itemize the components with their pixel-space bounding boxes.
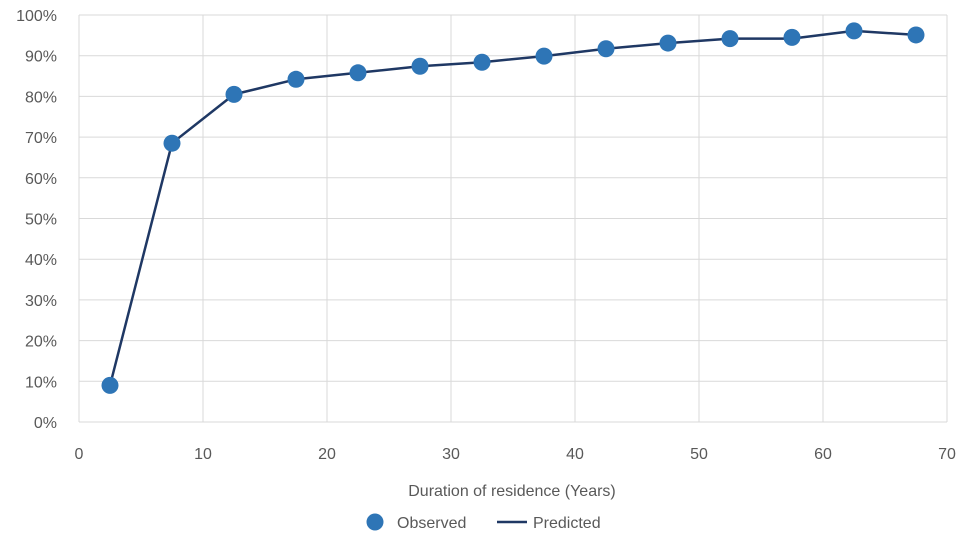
legend-observed-label: Observed <box>397 515 466 532</box>
legend-predicted-label: Predicted <box>533 515 601 532</box>
y-tick-label: 60% <box>25 171 57 188</box>
gridlines <box>78 14 948 423</box>
x-tick-label: 60 <box>814 446 832 463</box>
observed-point <box>349 64 367 82</box>
x-tick-label: 40 <box>566 446 584 463</box>
predicted-line <box>108 29 917 386</box>
y-tick-label: 100% <box>16 8 57 25</box>
y-tick-label: 20% <box>25 334 57 351</box>
x-tick-label: 20 <box>318 446 336 463</box>
series-predicted <box>108 29 917 386</box>
observed-point <box>845 22 863 40</box>
observed-point <box>411 57 429 75</box>
x-tick-label: 0 <box>75 446 84 463</box>
y-tick-label: 10% <box>25 374 57 391</box>
observed-point <box>907 26 925 44</box>
legend-observed-marker <box>366 513 384 531</box>
x-tick-label: 10 <box>194 446 212 463</box>
x-tick-label: 30 <box>442 446 460 463</box>
y-tick-label: 0% <box>34 415 57 432</box>
legend: Observed Predicted <box>366 513 601 532</box>
series-observed <box>101 22 925 394</box>
observed-point <box>473 53 491 71</box>
x-tick-label: 50 <box>690 446 708 463</box>
observed-point <box>721 30 739 48</box>
x-axis-ticks: 0 10 20 30 40 50 60 70 <box>75 446 956 463</box>
y-tick-label: 30% <box>25 293 57 310</box>
observed-point <box>535 47 553 65</box>
y-tick-label: 70% <box>25 130 57 147</box>
observed-point <box>163 134 181 152</box>
observed-point <box>783 28 801 46</box>
observed-point <box>101 376 119 394</box>
x-tick-label: 70 <box>938 446 956 463</box>
observed-point <box>659 34 677 52</box>
observed-point <box>597 40 615 58</box>
observed-point <box>225 85 243 103</box>
x-axis-title: Duration of residence (Years) <box>408 483 616 500</box>
y-tick-label: 80% <box>25 89 57 106</box>
y-tick-label: 50% <box>25 212 57 229</box>
y-tick-label: 90% <box>25 49 57 66</box>
observed-point <box>287 70 305 88</box>
y-axis-ticks: 0% 10% 20% 30% 40% 50% 60% 70% 80% 90% 100% <box>16 8 57 432</box>
y-tick-label: 40% <box>25 252 57 269</box>
